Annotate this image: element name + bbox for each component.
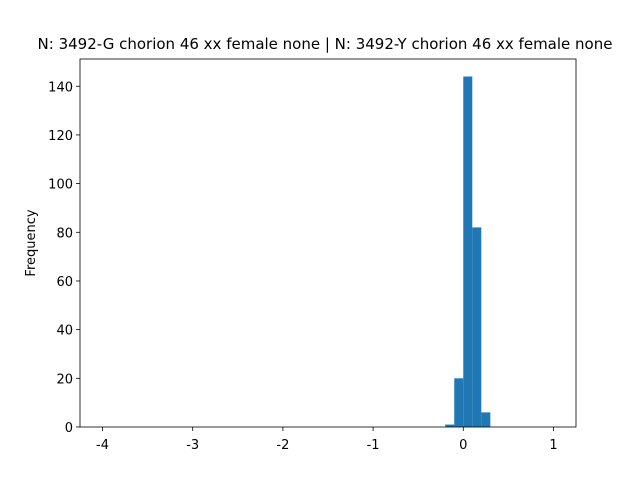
bar bbox=[481, 412, 491, 427]
chart-title: N: 3492-G chorion 46 xx female none | N:… bbox=[38, 35, 613, 53]
y-axis-label: Frequency bbox=[24, 209, 39, 276]
y-tick-label: 80 bbox=[56, 226, 73, 241]
y-tick-label: 120 bbox=[48, 129, 73, 144]
bar bbox=[472, 227, 482, 427]
y-tick-label: 0 bbox=[65, 421, 73, 436]
x-tick-label: 0 bbox=[459, 438, 467, 453]
bar bbox=[454, 378, 464, 427]
x-tick-label: -2 bbox=[276, 438, 289, 453]
x-tick-label: 1 bbox=[549, 438, 557, 453]
y-tick-label: 40 bbox=[56, 324, 73, 339]
y-tick-label: 20 bbox=[56, 372, 73, 387]
bar bbox=[445, 424, 455, 427]
axes-frame bbox=[79, 58, 577, 428]
x-tick-label: -3 bbox=[186, 438, 199, 453]
bar bbox=[463, 76, 473, 428]
x-tick-label: -1 bbox=[367, 438, 380, 453]
x-tick-label: -4 bbox=[96, 438, 109, 453]
y-tick-label: 140 bbox=[48, 80, 73, 95]
y-tick-label: 100 bbox=[48, 178, 73, 193]
y-tick-label: 60 bbox=[56, 275, 73, 290]
